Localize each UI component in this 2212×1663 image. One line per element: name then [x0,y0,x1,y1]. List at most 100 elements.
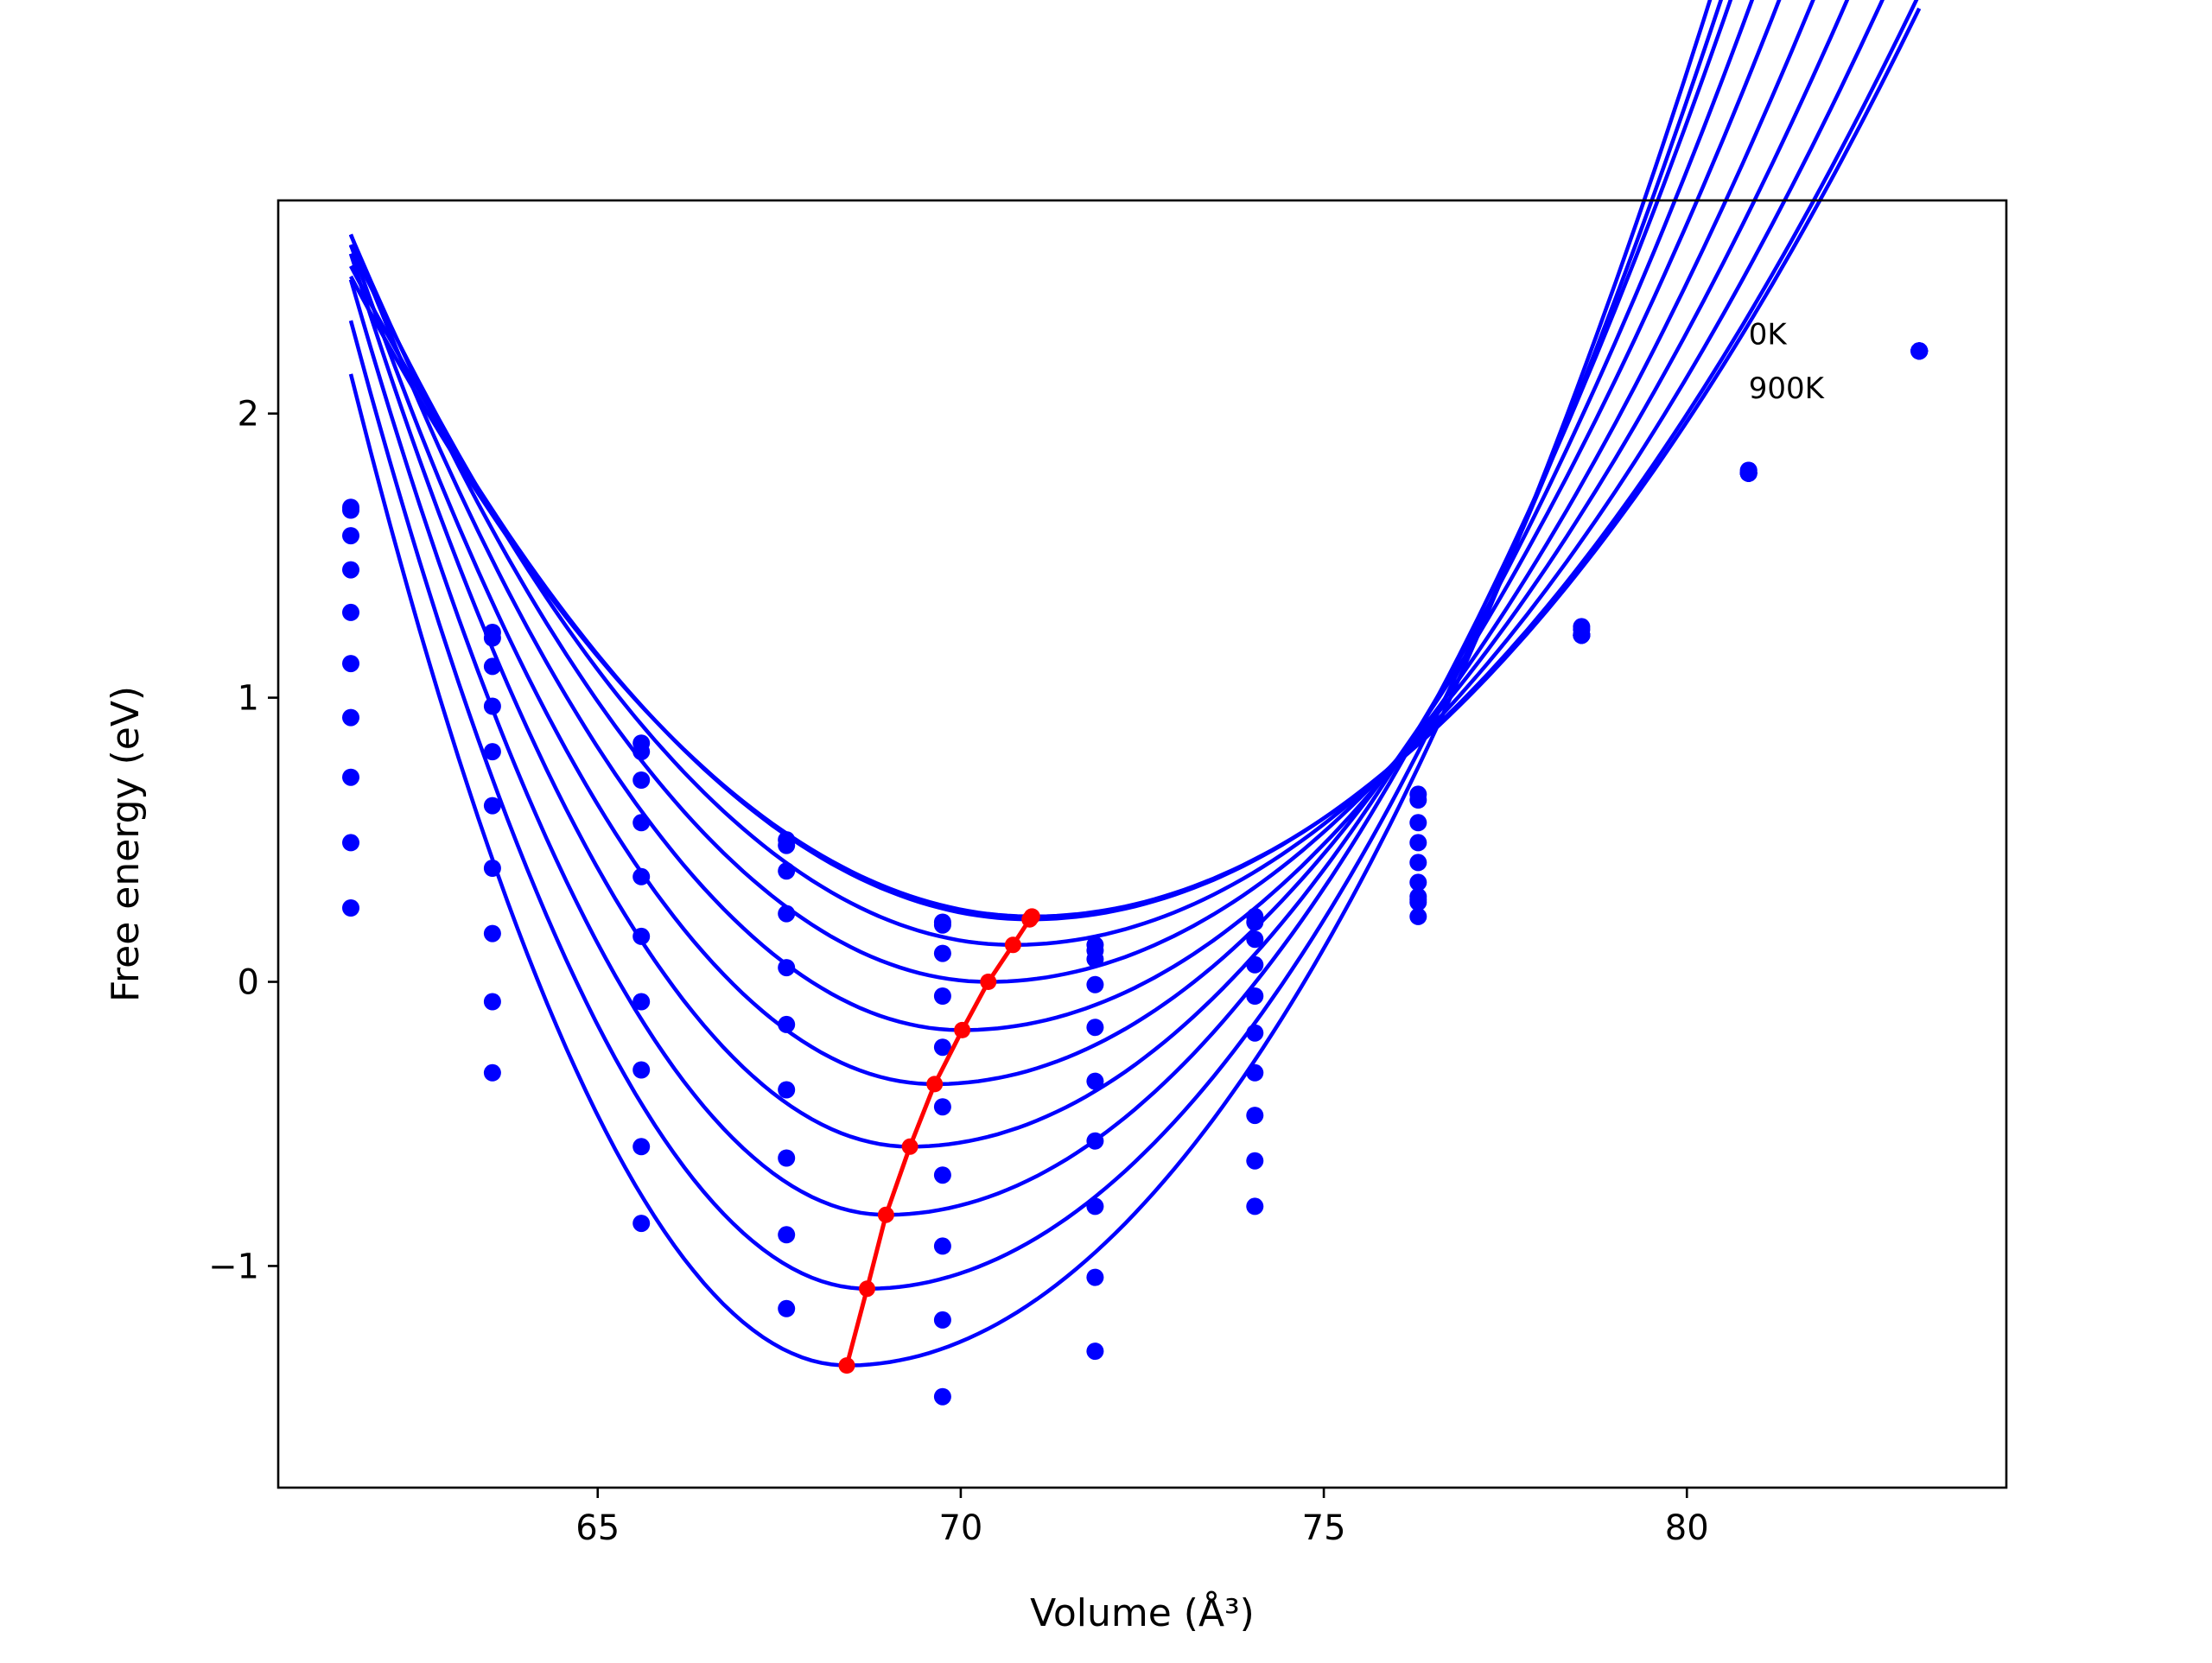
data-point-500K-7 [1409,873,1427,892]
temperature-annotation: 0K [1749,318,1789,352]
data-point-500K-4 [933,1098,951,1116]
data-point-600K-2 [632,993,651,1011]
data-point-200K-5 [1086,950,1104,968]
data-point-800K-2 [632,1138,651,1156]
data-point-200K-2 [632,771,651,789]
data-point-900K-2 [632,1215,651,1233]
data-points [342,342,1929,1406]
data-point-700K-5 [1086,1197,1104,1216]
data-point-900K-0 [342,899,359,917]
plot-frame [276,199,2008,1489]
minimum-point-7 [877,1206,894,1223]
data-point-200K-0 [342,527,359,545]
minimum-point-5 [926,1076,944,1093]
data-point-800K-0 [342,834,359,852]
fit-curve-800K [348,0,1724,1291]
data-point-200K-7 [1409,814,1427,832]
data-point-600K-3 [778,1081,796,1099]
fit-curve-900K [348,0,1713,1368]
data-point-700K-1 [483,924,501,943]
fit-curve-200K [348,0,1885,947]
data-point-100K-0 [342,501,359,519]
data-point-900K-6 [1246,1197,1264,1216]
x-tick-label: 80 [1665,1508,1709,1548]
data-point-900K-10 [1910,342,1929,360]
fit-curve-100K [349,0,1919,922]
data-point-800K-5 [1086,1268,1104,1286]
axis-ticks: 65 70 75 80 −1 0 1 2 [208,395,1709,1548]
data-point-100K-6 [1246,913,1264,931]
data-point-300K-3 [778,904,796,923]
y-tick-label: 2 [238,395,259,435]
minimum-point-3 [980,974,997,990]
fit-curve-300K [348,0,1850,984]
data-point-100K-3 [778,836,796,854]
data-point-600K-1 [483,860,501,877]
x-tick-label: 70 [938,1508,982,1548]
minimum-point-4 [954,1021,971,1038]
data-point-600K-4 [933,1166,951,1184]
data-point-800K-3 [778,1226,796,1244]
data-point-300K-2 [632,814,651,832]
data-point-900K-5 [1086,1342,1104,1361]
data-point-500K-2 [632,927,651,945]
data-point-600K-6 [1246,1063,1264,1082]
data-point-400K-1 [483,743,501,761]
data-point-100K-1 [483,629,501,647]
data-point-300K-4 [933,987,951,1005]
y-tick-label: 1 [238,679,259,719]
minimum-path-line [844,915,1034,1367]
data-point-500K-5 [1086,1072,1104,1090]
data-point-100K-7 [1409,791,1427,809]
y-axis-label: Free energy (eV) [104,686,148,1002]
data-point-800K-6 [1246,1152,1264,1170]
fit-curve-400K [348,0,1815,1032]
data-point-700K-0 [342,768,359,786]
data-point-900K-1 [483,1063,501,1082]
minimum-point-6 [901,1138,918,1155]
data-point-200K-4 [933,944,951,962]
data-point-800K-1 [483,993,501,1011]
data-point-700K-4 [933,1237,951,1255]
data-point-500K-3 [778,1015,796,1033]
data-point-400K-0 [342,603,359,621]
data-point-100K-2 [632,743,651,761]
x-axis-label: Volume (Å³) [1030,1590,1255,1635]
x-tick-label: 65 [575,1508,620,1548]
minimum-point-8 [859,1280,875,1298]
data-point-500K-6 [1246,1024,1264,1042]
data-point-900K-3 [778,1299,796,1317]
data-point-900K-7 [1409,907,1427,925]
minimum-point-9 [838,1357,855,1374]
data-point-500K-1 [483,797,501,815]
data-point-100K-4 [933,916,951,934]
data-point-400K-5 [1086,1019,1104,1037]
temperature-annotation: 900K [1749,371,1826,406]
y-tick-label: 0 [238,963,259,1003]
data-point-600K-0 [342,708,359,727]
data-point-900K-4 [933,1387,951,1406]
data-point-300K-5 [1086,975,1104,993]
y-tick-label: −1 [208,1247,259,1286]
data-point-300K-7 [1409,834,1427,852]
minimum-path [838,908,1040,1374]
x-tick-label: 75 [1302,1508,1346,1548]
data-point-900K-8 [1573,626,1591,644]
data-point-700K-3 [778,1149,796,1167]
data-point-400K-7 [1409,854,1427,872]
data-point-300K-6 [1246,955,1264,974]
data-point-400K-2 [632,867,651,885]
data-point-200K-6 [1246,930,1264,949]
minimum-point-1 [1021,911,1039,928]
data-point-900K-9 [1739,464,1758,482]
data-point-800K-7 [1409,893,1427,911]
data-point-200K-3 [778,862,796,880]
data-point-300K-1 [483,697,501,715]
data-point-700K-2 [632,1061,651,1079]
data-point-400K-6 [1246,987,1264,1005]
data-point-400K-3 [778,959,796,977]
fit-curve-500K [348,0,1782,1087]
